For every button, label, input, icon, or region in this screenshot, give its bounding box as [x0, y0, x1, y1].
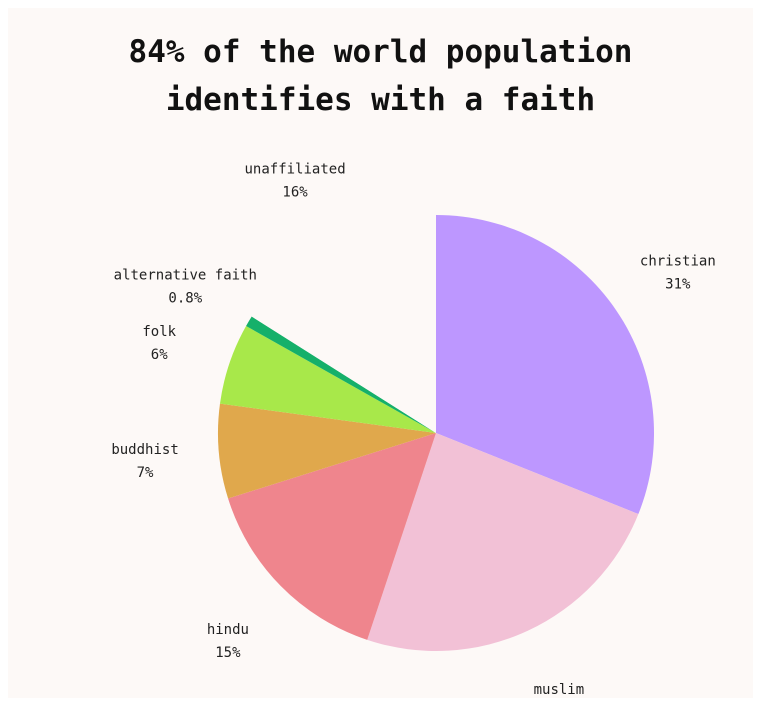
slice-label-folk: folk	[142, 324, 176, 340]
slice-value-christian: 31%	[665, 276, 691, 292]
slice-label-christian: christian	[640, 253, 716, 269]
slice-value-unaffiliated: 16%	[282, 184, 308, 200]
pie-slice-alternative-faith	[246, 316, 436, 433]
pie-slice-unaffiliated	[251, 215, 436, 433]
slice-label-alternative-faith: alternative faith	[114, 267, 257, 283]
pie-slice-hindu	[228, 433, 436, 640]
slice-label-hindu: hindu	[207, 622, 249, 638]
chart-title-line-1: 84% of the world population	[128, 34, 633, 70]
slice-value-folk: 6%	[151, 347, 168, 363]
slice-label-unaffiliated: unaffiliated	[244, 161, 345, 177]
pie-slice-folk	[219, 325, 436, 433]
slice-value-muslim: 24%	[546, 705, 572, 706]
chart-title-line-2: identifies with a faith	[165, 82, 596, 118]
pie-slice-muslim	[367, 433, 639, 651]
pie-slice-buddhist	[218, 403, 436, 499]
chart-title: 84% of the world population identifies w…	[0, 28, 761, 124]
slice-value-hindu: 15%	[215, 645, 241, 661]
slice-label-muslim: muslim	[534, 682, 585, 698]
slice-value-alternative-faith: 0.8%	[168, 290, 202, 306]
slice-label-buddhist: buddhist	[111, 442, 178, 458]
slice-value-buddhist: 7%	[137, 465, 154, 481]
pie-slice-christian	[436, 215, 654, 515]
